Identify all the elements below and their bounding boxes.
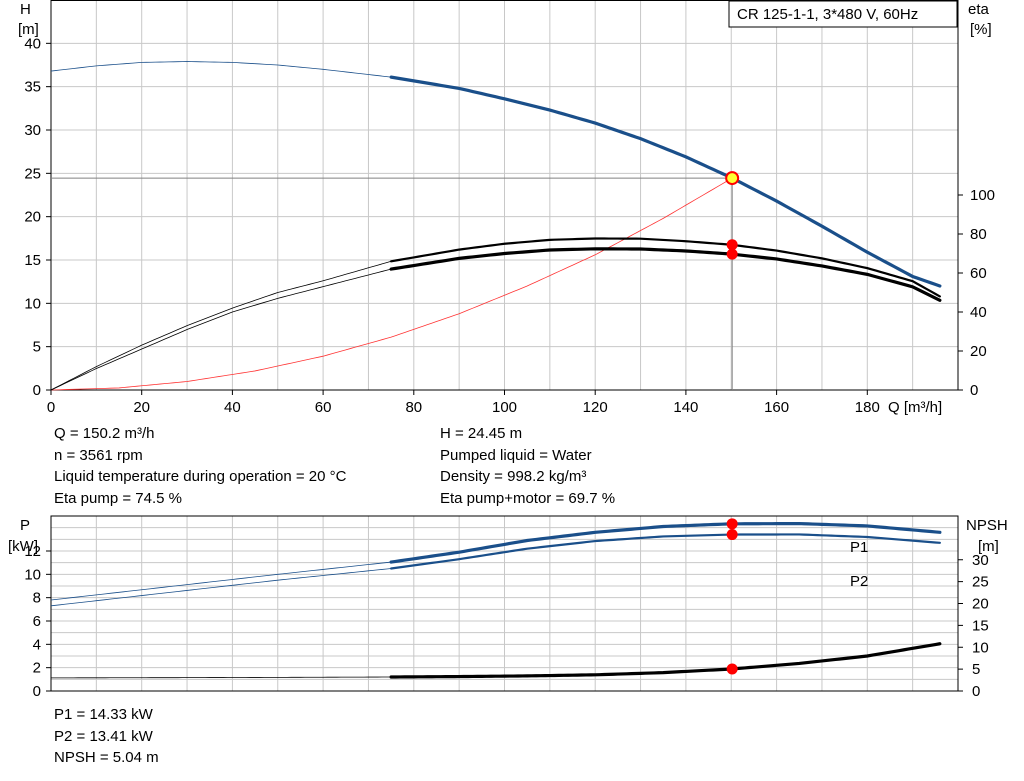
right-tick-label: 10 <box>972 639 989 656</box>
eta-pump-motor-readout: Eta pump+motor = 69.7 % <box>440 489 616 507</box>
eta-axis-label: eta <box>968 1 990 18</box>
density-readout: Density = 998.2 kg/m³ <box>440 468 587 485</box>
x-tick-label: 20 <box>133 399 150 416</box>
left-tick-label: 5 <box>33 339 41 356</box>
head-curve <box>389 75 942 288</box>
left-tick-label: 15 <box>24 252 41 269</box>
x-axis-label: Q [m³/h] <box>888 399 942 416</box>
duty-info-left: Q = 150.2 m³/h n = 3561 rpm Liquid tempe… <box>54 423 346 509</box>
duty-info-right: H = 24.45 m Pumped liquid = Water Densit… <box>440 423 615 509</box>
left-tick-label: 20 <box>24 209 41 226</box>
p1-curve <box>389 521 942 564</box>
left-tick-label: 2 <box>33 660 41 677</box>
p1-duty-point <box>726 518 738 530</box>
head-curve-extended <box>50 61 392 78</box>
head-axis-label: H <box>20 1 31 18</box>
left-tick-label: 35 <box>24 79 41 96</box>
x-tick-label: 160 <box>764 399 789 416</box>
speed-readout: n = 3561 rpm <box>54 446 143 464</box>
right-tick-label: 5 <box>972 661 980 678</box>
power-axis-unit: [kW] <box>8 538 38 555</box>
p2-readout: P2 = 13.41 kW <box>54 727 153 745</box>
x-tick-label: 60 <box>315 399 332 416</box>
left-tick-label: 25 <box>24 165 41 182</box>
npsh-readout: NPSH = 5.04 m <box>54 749 159 766</box>
eta-total-duty-point <box>726 248 738 260</box>
eta-pump-curve-extended <box>50 260 392 391</box>
head-duty-point <box>725 171 740 186</box>
left-tick-label: 0 <box>33 683 41 700</box>
eta-axis-unit: [%] <box>970 21 992 38</box>
right-tick-label: 0 <box>970 382 978 399</box>
eta-total-curve-extended <box>50 268 392 391</box>
left-tick-label: 4 <box>33 636 41 653</box>
p1-readout: P1 = 14.33 kW <box>54 706 153 723</box>
x-tick-label: 80 <box>405 399 422 416</box>
npsh-duty-point <box>726 663 738 675</box>
left-tick-label: 6 <box>33 613 41 630</box>
x-tick-label: 0 <box>47 399 55 416</box>
right-tick-label: 0 <box>972 683 980 700</box>
eta-pump-readout: Eta pump = 74.5 % <box>54 489 182 507</box>
npsh-axis-unit: [m] <box>978 538 999 555</box>
top-chart-grid <box>50 0 959 391</box>
right-tick-label: 30 <box>972 552 989 569</box>
head-readout: H = 24.45 m <box>440 425 523 442</box>
bottom-chart-grid <box>50 515 959 692</box>
x-tick-label: 120 <box>583 399 608 416</box>
left-tick-label: 12 <box>24 543 41 560</box>
right-tick-label: 15 <box>972 617 989 634</box>
right-tick-label: 80 <box>970 226 987 243</box>
x-tick-label: 100 <box>492 399 517 416</box>
right-tick-label: 25 <box>972 574 989 591</box>
p1-curve-label: P1 <box>850 539 868 556</box>
left-tick-label: 40 <box>24 35 41 52</box>
p2-curve <box>390 533 941 570</box>
x-tick-label: 140 <box>673 399 698 416</box>
power-axis-label: P <box>20 517 30 534</box>
left-tick-label: 8 <box>33 590 41 607</box>
left-tick-label: 10 <box>24 566 41 583</box>
p1-curve-extended <box>50 561 392 601</box>
p2-curve-label: P2 <box>850 573 868 590</box>
system-curve <box>50 178 732 391</box>
x-tick-label: 40 <box>224 399 241 416</box>
chart-title: CR 125-1-1, 3*480 V, 60Hz <box>737 6 918 23</box>
p2-curve-extended <box>50 568 392 607</box>
left-tick-label: 30 <box>24 122 41 139</box>
eta-pump-curve <box>390 237 941 298</box>
right-tick-label: 40 <box>970 304 987 321</box>
npsh-axis-label: NPSH <box>966 517 1008 534</box>
right-tick-label: 100 <box>970 187 995 204</box>
liquid-temperature-readout: Liquid temperature during operation = 20… <box>54 468 347 485</box>
flow-readout: Q = 150.2 m³/h <box>54 425 155 442</box>
left-tick-label: 0 <box>33 382 41 399</box>
title-box <box>728 0 958 28</box>
eta-pump-duty-point <box>726 239 738 251</box>
right-tick-label: 20 <box>970 343 987 360</box>
right-tick-label: 20 <box>972 596 989 613</box>
right-tick-label: 60 <box>970 265 987 282</box>
power-info: P1 = 14.33 kW P2 = 13.41 kW NPSH = 5.04 … <box>54 704 159 769</box>
npsh-curve-extended <box>50 676 392 679</box>
x-tick-label: 180 <box>855 399 880 416</box>
left-tick-label: 10 <box>24 295 41 312</box>
p2-duty-point <box>726 529 738 541</box>
eta-total-curve <box>389 247 942 302</box>
npsh-curve <box>389 642 942 679</box>
head-axis-unit: [m] <box>18 21 39 38</box>
pumped-liquid-readout: Pumped liquid = Water <box>440 446 592 464</box>
